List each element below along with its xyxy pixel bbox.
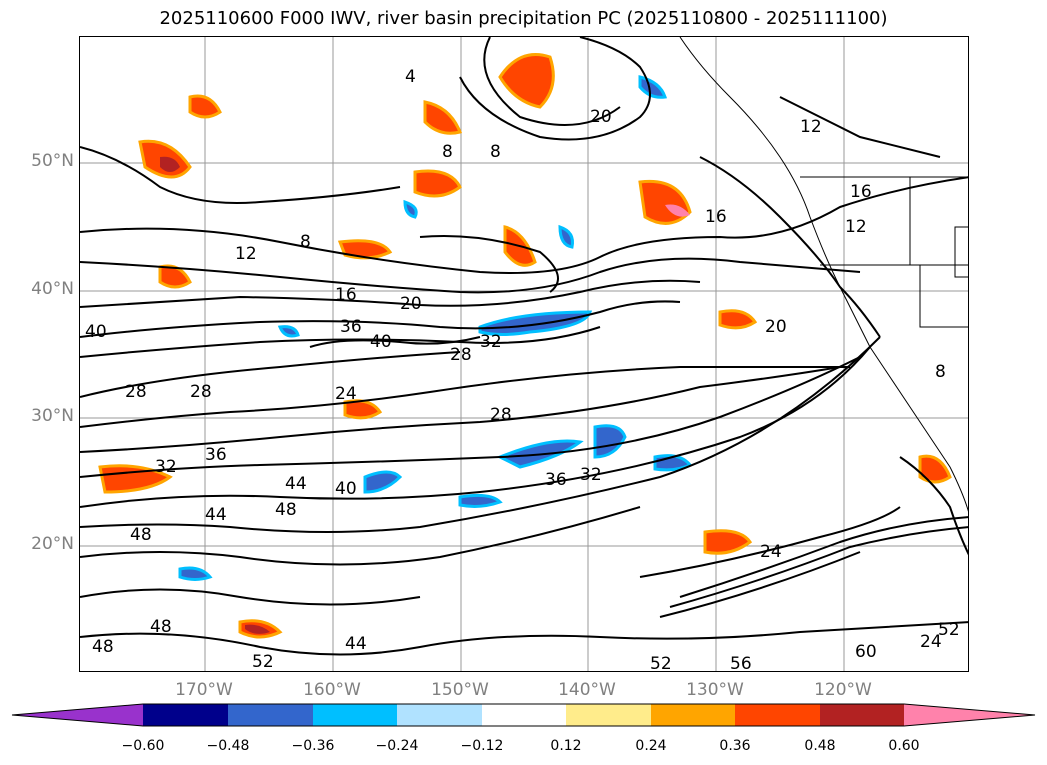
contour-label: 56 [730,654,752,672]
contour-label: 12 [800,117,822,137]
contour-label: 32 [480,332,502,352]
lon-label-140w: 140°W [558,680,616,700]
colorbar-tick-label: −0.36 [291,738,335,754]
contour-label: 12 [235,244,257,264]
colorbar-swatch [651,704,735,726]
contour-label: 20 [590,107,612,127]
colorbar-tick-label: 0.36 [719,738,751,754]
colorbar-swatch-min [12,704,143,726]
contour-label: 12 [845,217,867,237]
colorbar-swatch [228,704,313,726]
colorbar-tick-label: −0.60 [121,738,165,754]
contour-label: 44 [345,634,367,654]
contour-label: 60 [855,642,877,662]
contour-label: 52 [252,652,274,672]
colorbar-swatch [735,704,820,726]
lon-label-160w: 160°W [303,680,361,700]
colorbar-outline [11,703,1036,727]
contour-label: 48 [92,637,114,657]
colorbar-swatch-max [904,704,1035,726]
map-area[interactable]: 4 8 8 8 8 12 12 12 16 16 16 20 20 20 24 … [79,36,969,672]
graticule [80,37,968,671]
contour-label: 44 [205,505,227,525]
colorbar-swatch [566,704,651,726]
contour-label: 40 [370,332,392,352]
colorbar-tick-label: −0.48 [206,738,250,754]
colorbar-swatch [820,704,904,726]
contour-label: 24 [760,542,782,562]
contour-label: 20 [765,317,787,337]
contour-label: 24 [335,384,357,404]
contour-label: 16 [850,182,872,202]
colorbar [11,703,1036,727]
iwv-contours [80,37,968,656]
contour-label: 36 [545,470,567,490]
colorbar-swatch [313,704,397,726]
lon-label-170w: 170°W [175,680,233,700]
lat-label-40n: 40°N [31,279,74,299]
contour-label: 52 [938,620,960,640]
contour-label: 36 [205,445,227,465]
contour-label: 32 [155,457,177,477]
map-canvas: 4 8 8 8 8 12 12 12 16 16 16 20 20 20 24 … [80,37,968,672]
colorbar-tick-label: 0.60 [888,738,920,754]
colorbar-swatch [397,704,482,726]
contour-label: 40 [85,322,107,342]
lat-label-30n: 30°N [31,406,74,426]
lat-label-50n: 50°N [31,151,74,171]
contour-label: 24 [920,632,942,652]
contour-label: 28 [450,345,472,365]
lon-label-130w: 130°W [686,680,744,700]
lon-label-150w: 150°W [431,680,489,700]
contour-label: 8 [935,362,946,382]
colorbar-tick-label: 0.24 [635,738,667,754]
colorbar-tick-label: 0.48 [804,738,836,754]
contour-label: 48 [275,500,297,520]
colorbar-swatch [143,704,228,726]
contour-label: 28 [125,382,147,402]
contour-label: 32 [580,465,602,485]
contour-label: 36 [340,317,362,337]
lat-label-20n: 20°N [31,534,74,554]
contour-label: 48 [150,617,172,637]
contour-label: 8 [300,232,311,252]
map-title: 2025110600 F000 IWV, river basin precipi… [159,8,888,29]
contour-labels: 4 8 8 8 8 12 12 12 16 16 16 20 20 20 24 … [85,67,960,672]
colorbar-swatch [482,704,566,726]
contour-label: 28 [190,382,212,402]
contour-label: 40 [335,479,357,499]
contour-label: 4 [405,67,416,87]
precip-positive-shading [98,53,952,639]
contour-label: 8 [442,142,453,162]
colorbar-tick-label: −0.12 [460,738,504,754]
colorbar-tick-label: −0.24 [375,738,419,754]
lon-label-120w: 120°W [814,680,872,700]
contour-label: 8 [490,142,501,162]
contour-label: 16 [705,207,727,227]
contour-label: 20 [400,294,422,314]
contour-label: 52 [650,654,672,672]
contour-label: 48 [130,525,152,545]
precip-negative-shading [178,75,693,581]
contour-label: 28 [490,405,512,425]
contour-label: 16 [335,285,357,305]
coastlines [679,37,968,512]
colorbar-tick-label: 0.12 [550,738,582,754]
contour-label: 44 [285,474,307,494]
